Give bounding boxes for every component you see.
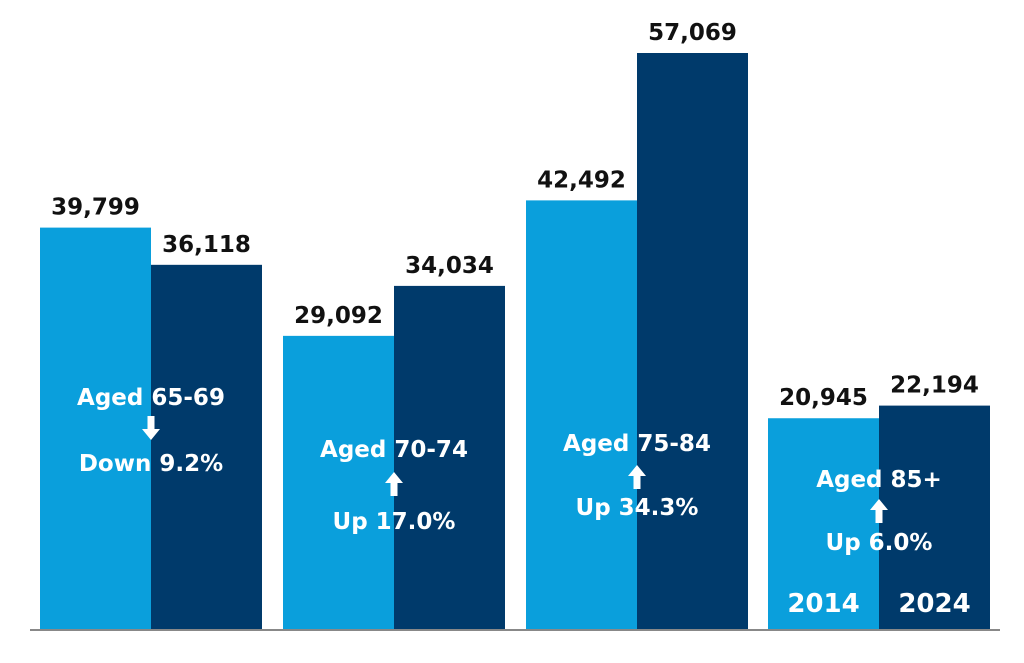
bar-2014-group-4	[768, 418, 879, 630]
legend-label-2014: 2014	[787, 589, 859, 619]
change-label-1: Down 9.2%	[79, 451, 223, 477]
change-label-2: Up 17.0%	[333, 509, 456, 535]
value-label-2024-group-4: 22,194	[890, 373, 979, 399]
value-label-2024-group-1: 36,118	[162, 232, 251, 258]
value-label-2014-group-2: 29,092	[294, 303, 383, 329]
arrow-down-icon	[142, 416, 160, 440]
bar-2024-group-2	[394, 285, 505, 630]
arrow-up-icon	[628, 465, 646, 489]
change-label-3: Up 34.3%	[576, 495, 699, 521]
bar-2024-group-3	[637, 53, 748, 630]
category-label-2: Aged 70-74	[320, 437, 468, 463]
bars-layer	[40, 53, 990, 631]
bar-2014-group-2	[283, 335, 394, 630]
arrow-up-icon	[870, 499, 888, 523]
bar-2014-group-1	[40, 227, 151, 631]
change-label-4: Up 6.0%	[826, 530, 933, 556]
value-label-2014-group-1: 39,799	[51, 195, 140, 221]
arrow-up-icon	[385, 472, 403, 496]
bar-2024-group-1	[151, 264, 262, 630]
category-label-3: Aged 75-84	[563, 431, 711, 457]
value-label-2014-group-3: 42,492	[537, 167, 626, 193]
value-label-2024-group-3: 57,069	[648, 20, 737, 46]
overlay-layer: 39,799 36,118 Aged 65-69 Down 9.2% 29,092 34,…	[51, 20, 979, 619]
category-label-4: Aged 85+	[816, 467, 942, 493]
bar-2024-group-4	[879, 405, 990, 630]
legend-label-2024: 2024	[898, 589, 970, 619]
value-label-2024-group-2: 34,034	[405, 253, 494, 279]
category-label-1: Aged 65-69	[77, 385, 225, 411]
bar-2014-group-3	[526, 200, 637, 630]
value-label-2014-group-4: 20,945	[779, 385, 868, 411]
